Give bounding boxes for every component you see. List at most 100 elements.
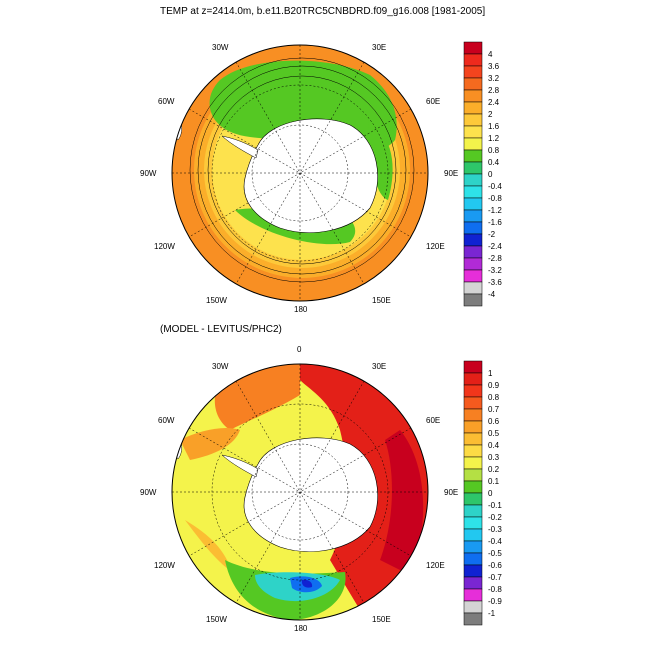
p2-lon-30e: 30E — [372, 362, 386, 371]
colorbar-box — [463, 408, 483, 422]
colorbar-label: 0.4 — [488, 158, 500, 167]
diff-ross-deep — [301, 579, 313, 588]
diff-west-orange2 — [180, 428, 240, 460]
colorbar-box — [463, 456, 483, 470]
colorbar-label: -3.2 — [488, 266, 502, 275]
panel1-colorbar: 4 3.6 3.2 2.8 2.4 2 1.6 1.2 0.8 0.4 0 -0.4 -0.8 -1.2 -… — [463, 41, 502, 307]
colorbar-label: 4 — [488, 50, 493, 59]
colorbar-box — [463, 492, 483, 506]
colorbar-box — [463, 125, 483, 139]
p2-lon-180: 180 — [294, 624, 308, 633]
colorbar-box — [463, 233, 483, 247]
diff-pacific-orange — [185, 520, 232, 572]
colorbar-box — [463, 197, 483, 211]
colorbar-box — [463, 600, 483, 614]
colorbar-label: -1 — [488, 609, 496, 618]
colorbar-label: -0.8 — [488, 194, 502, 203]
colorbar-box — [463, 65, 483, 79]
colorbar-box — [463, 113, 483, 127]
panel2-graticule — [172, 364, 428, 620]
colorbar-label: -1.2 — [488, 206, 502, 215]
colorbar-label: 0.7 — [488, 405, 500, 414]
colorbar-box — [463, 372, 483, 386]
colorbar-box — [463, 552, 483, 566]
colorbar-box — [463, 612, 483, 626]
field-indian — [368, 120, 393, 200]
colorbar-label: -3.6 — [488, 278, 502, 287]
p2-lon-30w: 30W — [212, 362, 229, 371]
colorbar-box — [463, 360, 483, 374]
colorbar-box — [463, 281, 483, 295]
colorbar-box — [463, 420, 483, 434]
colorbar-label: 1.6 — [488, 122, 500, 131]
colorbar-box — [463, 504, 483, 518]
colorbar-label: 2.8 — [488, 86, 500, 95]
colorbar-label: 2.4 — [488, 98, 500, 107]
diff-east-darkred — [380, 430, 424, 575]
colorbar-box — [463, 53, 483, 67]
colorbar-box — [463, 293, 483, 307]
colorbar-box — [463, 564, 483, 578]
colorbar-label: 0.2 — [488, 465, 500, 474]
panel2-colorbar: 1 0.9 0.8 0.7 0.6 0.5 0.4 0.3 0.2 0.1 0 -0.1 -0.2 -0.… — [463, 360, 502, 626]
colorbar-label: -0.8 — [488, 585, 502, 594]
p1-lon-60w: 60W — [158, 97, 175, 106]
colorbar-label: -2 — [488, 230, 496, 239]
colorbar-box — [463, 161, 483, 175]
panel2-map: 0 30W 30E 60W 60E 90W 90E 120W 120E 150W… — [140, 345, 458, 633]
p2-lon-90e: 90E — [444, 488, 458, 497]
p2-lon-60e: 60E — [426, 416, 440, 425]
colorbar-box — [463, 77, 483, 91]
colorbar-label: -0.1 — [488, 501, 502, 510]
p2-lon-120e: 120E — [426, 561, 445, 570]
p1-lon-120w: 120W — [154, 242, 175, 251]
colorbar-box — [463, 149, 483, 163]
colorbar-label: 3.2 — [488, 74, 500, 83]
colorbar-label: -0.3 — [488, 525, 502, 534]
colorbar-label: -2.8 — [488, 254, 502, 263]
peninsula — [221, 135, 259, 159]
colorbar-label: 1.2 — [488, 134, 500, 143]
colorbar-label: 0.5 — [488, 429, 500, 438]
colorbar-box — [463, 540, 483, 554]
panel1-map: 30W 30E 60W 60E 90W 90E 120W 120E 150W 1… — [140, 43, 458, 314]
colorbar-label: 0.9 — [488, 381, 500, 390]
colorbar-box — [463, 468, 483, 482]
colorbar-box — [463, 576, 483, 590]
p1-lon-30e: 30E — [372, 43, 386, 52]
colorbar-label: 0.1 — [488, 477, 500, 486]
p1-lon-120e: 120E — [426, 242, 445, 251]
colorbar-label: 2 — [488, 110, 493, 119]
colorbar-label: -0.6 — [488, 561, 502, 570]
colorbar-box — [463, 101, 483, 115]
colorbar-label: -4 — [488, 290, 496, 299]
colorbar-box — [463, 209, 483, 223]
colorbar-label: -0.2 — [488, 513, 502, 522]
colorbar-label: 0.8 — [488, 146, 500, 155]
p2-lon-150e: 150E — [372, 615, 391, 624]
p2-lon-60w: 60W — [158, 416, 175, 425]
colorbar-box — [463, 516, 483, 530]
peninsula-2 — [221, 454, 259, 478]
p1-lon-180: 180 — [294, 305, 308, 314]
colorbar-box — [463, 257, 483, 271]
p1-lon-90w: 90W — [140, 169, 157, 178]
colorbar-label: 0.8 — [488, 393, 500, 402]
colorbar-box — [463, 89, 483, 103]
colorbar-box — [463, 245, 483, 259]
colorbar-label: -1.6 — [488, 218, 502, 227]
p1-lon-150e: 150E — [372, 296, 391, 305]
colorbar-label: 3.6 — [488, 62, 500, 71]
p2-lon-120w: 120W — [154, 561, 175, 570]
p1-lon-90e: 90E — [444, 169, 458, 178]
colorbar-box — [463, 528, 483, 542]
p1-lon-60e: 60E — [426, 97, 440, 106]
p1-lon-150w: 150W — [206, 296, 227, 305]
panel2-title: (MODEL - LEVITUS/PHC2) — [160, 324, 282, 335]
colorbar-label: 0.3 — [488, 453, 500, 462]
panel1-graticule — [172, 45, 428, 301]
colorbar-label: -0.4 — [488, 537, 502, 546]
colorbar-box — [463, 444, 483, 458]
colorbar-box — [463, 432, 483, 446]
